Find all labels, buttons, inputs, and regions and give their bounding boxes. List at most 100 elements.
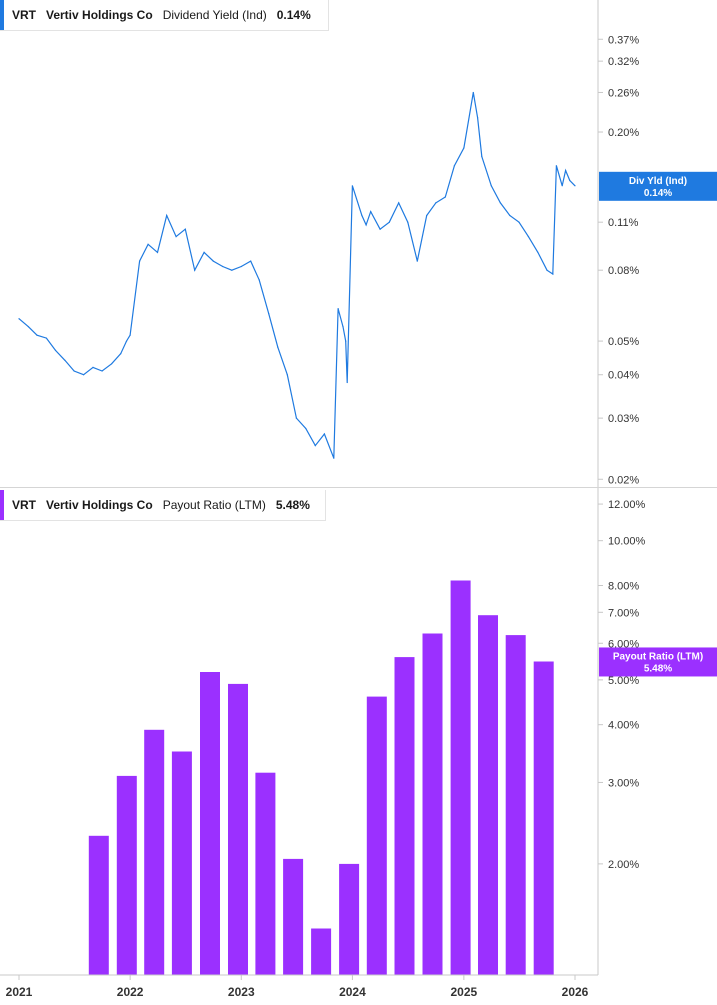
badge-label: Payout Ratio (LTM) [613, 651, 703, 662]
dividend-yield-point [295, 417, 297, 419]
dividend-yield-point [184, 228, 186, 230]
dividend-yield-point [565, 169, 567, 172]
dividend-yield-point [552, 273, 554, 275]
legend-payout-ratio: VRT Vertiv Holdings Co Payout Ratio (LTM… [0, 490, 326, 521]
y-tick-label: 0.11% [608, 217, 639, 229]
dividend-yield-point [481, 155, 483, 158]
dividend-yield-point [175, 236, 177, 238]
dividend-yield-point [194, 269, 196, 271]
dividend-yield-point [147, 243, 149, 245]
dividend-yield-point [518, 221, 520, 223]
legend-company: Vertiv Holdings Co [46, 8, 153, 22]
payout-ratio-bar [394, 657, 415, 975]
dividend-yield-point [54, 349, 57, 351]
payout-ratio-bar [366, 696, 387, 975]
legend-swatch-payout [0, 490, 4, 520]
y-tick-label: 5.00% [608, 675, 639, 687]
y-tick-label: 4.00% [608, 720, 639, 732]
dividend-yield-point [203, 251, 205, 253]
dividend-yield-point [569, 179, 571, 182]
axes [0, 0, 717, 976]
dividend-yield-point [111, 363, 113, 365]
dividend-yield-point [527, 236, 530, 238]
payout-ratio-panel: 12.00% 10.00% 8.00% 7.00% 6.00% 5.00% 4.00% 3.0… [88, 499, 717, 975]
dividend-yield-point [314, 445, 316, 447]
dividend-yield-point [388, 221, 390, 223]
dividend-yield-point [444, 196, 446, 198]
dividend-yield-point [370, 211, 372, 213]
y-tick-label: 0.04% [608, 370, 639, 382]
dividend-yield-point [435, 202, 437, 204]
dividend-yield-point [337, 308, 339, 310]
badge-label: Div Yld (Ind) [629, 176, 687, 187]
dividend-yield-point [156, 251, 159, 253]
payout-ratio-bar [533, 661, 554, 975]
dividend-yield-point [537, 251, 539, 253]
y-tick-label: 0.02% [608, 474, 639, 486]
payout-ratio-bar [311, 928, 332, 975]
dividend-yield-point [555, 165, 558, 167]
dividend-yield-point [64, 359, 66, 361]
x-tick-label: 2022 [117, 985, 144, 999]
dividend-yield-point [561, 185, 563, 187]
dividend-yield-panel: 0.37% 0.32% 0.26% 0.20% 0.11% 0.08% 0.05% 0.04%… [18, 34, 717, 486]
payout-ratio-bar [144, 729, 165, 975]
dividend-yield-point [92, 366, 94, 368]
dividend-yield-point [574, 185, 576, 187]
legend-value: 0.14% [276, 8, 311, 22]
dividend-yield-point [45, 337, 48, 339]
dividend-yield-point [101, 370, 103, 372]
y-tick-label: 2.00% [608, 859, 639, 871]
dividend-yield-point [477, 117, 479, 119]
dividend-yield-point [333, 457, 335, 459]
dividend-yield-point [231, 269, 233, 271]
dividend-yield-point [18, 318, 20, 320]
dividend-yield-line [18, 92, 576, 459]
dividend-yield-point [36, 334, 38, 336]
payout-ratio-badge [599, 647, 717, 677]
x-tick-label: 2021 [6, 985, 33, 999]
dividend-yield-point [222, 265, 224, 268]
dividend-yield-badge [599, 171, 717, 201]
dividend-yield-point [73, 370, 75, 372]
badge-value: 5.48% [644, 663, 672, 674]
y-tick-label: 0.37% [608, 34, 639, 46]
dividend-yield-point [268, 313, 270, 315]
x-tick-label: 2023 [228, 985, 255, 999]
legend-company: Vertiv Holdings Co [46, 498, 153, 512]
y-tick-label: 10.00% [608, 536, 646, 548]
dividend-yield-point [361, 214, 363, 217]
legend-metric: Payout Ratio (LTM) [162, 498, 266, 512]
dividend-yield-point [250, 260, 252, 262]
dividend-yield-point [346, 381, 348, 384]
y-tick-label: 7.00% [608, 607, 639, 619]
dividend-yield-point [407, 221, 409, 223]
dividend-yield-point [27, 326, 29, 328]
payout-ratio-bar [88, 835, 109, 975]
y-tick-label: 3.00% [608, 777, 639, 789]
dividend-yield-point [463, 147, 465, 149]
y-tick-label: 8.00% [608, 580, 639, 592]
dividend-yield-point [546, 269, 548, 271]
payout-ratio-bar [255, 772, 276, 975]
y-tick-label: 0.32% [608, 56, 639, 68]
dividend-yield-point [305, 427, 307, 430]
badge-value: 0.14% [644, 188, 672, 199]
dividend-yield-point [240, 265, 242, 268]
y-tick-label: 6.00% [608, 638, 639, 650]
dividend-yield-point [499, 202, 501, 204]
y-tick-label: 0.08% [608, 265, 639, 277]
y-tick-label: 0.05% [608, 336, 639, 348]
dividend-yield-point [365, 224, 367, 226]
x-axis-ticks: 2021 2022 2023 2024 2025 2026 [6, 975, 589, 999]
payout-ratio-bar [450, 580, 471, 975]
x-tick-label: 2026 [562, 985, 589, 999]
y-tick-label: 12.00% [608, 499, 646, 511]
payout-ratio-bar [171, 751, 192, 975]
legend-ticker: VRT [12, 8, 36, 22]
dividend-yield-point [351, 185, 353, 187]
dividend-yield-point [139, 260, 141, 262]
payout-ratio-bar [283, 858, 304, 975]
dividend-yield-point [453, 165, 455, 167]
